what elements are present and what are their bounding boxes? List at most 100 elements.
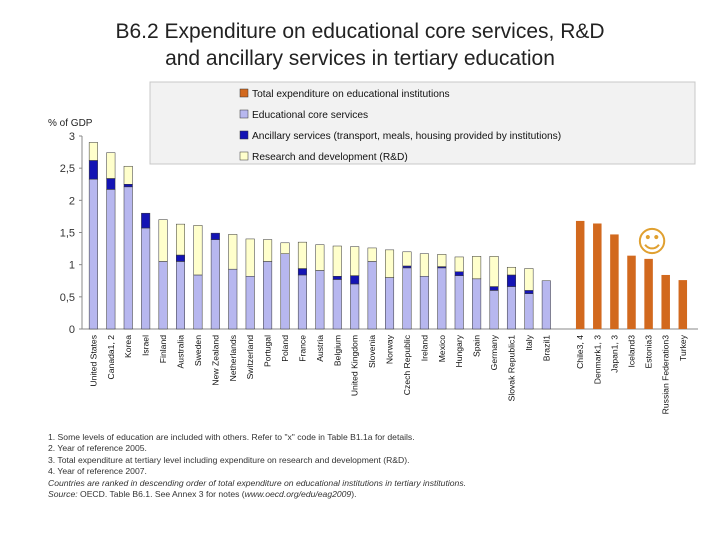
bar-core [524, 293, 534, 330]
bar-ancillary [88, 160, 98, 180]
bar-rd [106, 152, 116, 179]
bar-rd [437, 254, 447, 267]
y-tick-label: 2,5 [60, 163, 75, 175]
x-tick-label: Canada1, 2 [106, 335, 116, 380]
footnotes: 1. Some levels of education are included… [48, 432, 708, 500]
y-tick-label: 0,5 [60, 292, 75, 304]
bar-core [263, 261, 273, 330]
x-tick-label: Russian Federation3 [661, 335, 671, 415]
source-text: OECD. Table B6.1. See Annex 3 for notes … [77, 489, 245, 500]
footnote-4: 4. Year of reference 2007. [48, 466, 147, 477]
x-tick-label: Poland [280, 335, 290, 362]
bar-rd [297, 241, 307, 269]
bar-rd [472, 256, 482, 280]
bar-rd [123, 165, 133, 185]
bar-total [610, 234, 619, 329]
x-tick-label: Germany [489, 334, 499, 370]
footnote-3: 3. Total expenditure at tertiary level i… [48, 454, 410, 465]
x-tick-label: Iceland3 [627, 335, 637, 368]
bar-core [176, 261, 185, 330]
y-tick-label: 2 [69, 195, 75, 207]
footnote-2: 2. Year of reference 2005. [48, 443, 147, 454]
x-tick-label: Netherlands [228, 335, 238, 381]
bar-ancillary [402, 265, 412, 269]
x-tick-label: Korea [123, 335, 133, 358]
x-tick-label: Italy [524, 334, 534, 350]
x-tick-label: Mexico [437, 335, 447, 362]
x-tick-label: Israel [141, 335, 151, 356]
bar-ancillary [210, 232, 220, 240]
bar-core [489, 290, 499, 330]
bar-rd [506, 266, 516, 276]
bar-core [367, 261, 377, 330]
bar-core [472, 278, 482, 330]
bar-rd [193, 225, 203, 276]
x-tick-label: Slovak Republic1 [506, 335, 516, 402]
x-tick-label: Switzerland [245, 335, 255, 380]
bar-rd [419, 253, 429, 277]
legend-swatch-total [239, 88, 249, 98]
y-axis-title: % of GDP [48, 118, 93, 129]
bar-core [158, 261, 168, 330]
x-tick-label: Portugal [263, 335, 273, 367]
bar-core [193, 274, 203, 330]
bar-rd [176, 223, 185, 256]
bar-core [210, 239, 220, 330]
bar-rd [332, 245, 342, 277]
bar-core [419, 275, 429, 330]
y-tick-label: 1 [69, 260, 75, 272]
bar-rd [228, 234, 238, 270]
bar-core [454, 275, 464, 330]
footnote-1: 1. Some levels of education are included… [48, 432, 415, 442]
x-tick-label: Japan1, 3 [609, 335, 619, 373]
bar-rd [263, 239, 273, 262]
x-tick-label: Turkey [678, 334, 688, 361]
legend-label-rd: Research and development (R&D) [252, 152, 408, 163]
smiley-icon: ☺ [636, 225, 667, 260]
x-tick-label: Slovenia [367, 335, 377, 368]
legend-swatch-core [239, 109, 249, 119]
bar-ancillary [297, 268, 307, 276]
x-tick-label: Australia [176, 335, 186, 369]
bar-ancillary [141, 212, 151, 229]
bar-ancillary [524, 290, 534, 294]
bar-ancillary [123, 184, 133, 188]
bar-core [506, 286, 516, 330]
bar-core [437, 267, 447, 330]
bar-ancillary [350, 275, 360, 285]
bar-rd [158, 219, 168, 262]
bar-ancillary [489, 286, 499, 291]
bar-core [228, 268, 238, 330]
x-tick-label: Sweden [193, 335, 203, 366]
x-tick-label: France [297, 335, 307, 362]
bar-core [385, 277, 395, 330]
bar-rd [489, 256, 499, 287]
source-line: Source: OECD. Table B6.1. See Annex 3 fo… [48, 489, 708, 500]
x-tick-label: United Kingdom [350, 335, 360, 396]
bar-total [627, 255, 636, 329]
x-tick-label: Ireland [419, 335, 429, 361]
y-tick-label: 3 [69, 131, 75, 143]
legend-label-ancillary: Ancillary services (transport, meals, ho… [252, 131, 561, 142]
legend-swatch-rd [239, 151, 249, 161]
bar-core [332, 279, 342, 330]
y-tick-label: 0 [69, 324, 75, 336]
x-tick-label: Finland [158, 335, 168, 363]
bar-core [402, 267, 412, 330]
source-url[interactable]: www.oecd.org/edu/eag2009 [244, 489, 352, 500]
bar-rd [88, 142, 98, 161]
bar-core [106, 189, 116, 330]
bar-rd [402, 251, 412, 267]
bar-rd [245, 238, 255, 277]
bar-ancillary [454, 271, 464, 276]
legend-label-total: Total expenditure on educational institu… [252, 89, 450, 100]
chart-title: B6.2 Expenditure on educational core ser… [0, 18, 720, 72]
bar-ancillary [332, 275, 342, 280]
y-tick-label: 1,5 [60, 228, 75, 240]
legend-label-core: Educational core services [252, 110, 368, 121]
bar-core [141, 227, 151, 330]
bar-core [541, 280, 551, 330]
bar-rd [315, 244, 325, 271]
x-tick-label: Estonia3 [644, 335, 654, 369]
ranking-note: Countries are ranked in descending order… [48, 477, 466, 488]
